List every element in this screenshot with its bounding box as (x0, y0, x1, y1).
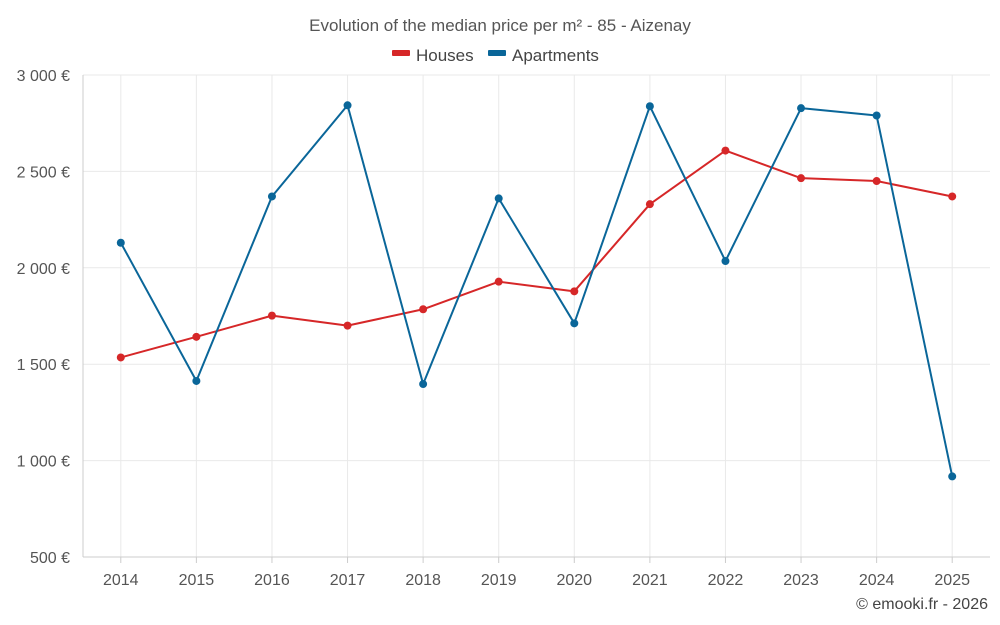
data-point-apartments[interactable] (570, 319, 579, 328)
x-tick-label: 2019 (481, 572, 517, 589)
legend-label-apartments[interactable]: Apartments (512, 46, 599, 65)
x-tick-label: 2014 (103, 572, 139, 589)
x-tick-label: 2018 (405, 572, 441, 589)
series-line-houses (120, 149, 953, 359)
data-point-houses[interactable] (570, 287, 579, 296)
data-point-houses[interactable] (192, 332, 201, 341)
data-point-apartments[interactable] (192, 376, 201, 385)
y-tick-label: 3 000 € (17, 68, 70, 85)
legend-label-houses[interactable]: Houses (416, 46, 474, 65)
x-tick-label: 2015 (179, 572, 215, 589)
y-tick-label: 2 500 € (17, 164, 70, 181)
data-point-houses[interactable] (645, 200, 654, 209)
grid (83, 74, 990, 557)
data-point-apartments[interactable] (343, 101, 352, 110)
series-line-apartments (119, 104, 954, 477)
x-tick-label: 2017 (330, 572, 366, 589)
x-tick-label: 2023 (783, 572, 819, 589)
data-point-apartments[interactable] (721, 257, 730, 266)
y-tick-label: 1 500 € (17, 357, 70, 374)
legend-swatch-apartments (488, 50, 506, 56)
series-apartments (116, 101, 957, 481)
data-point-apartments[interactable] (419, 380, 428, 389)
chart-title: Evolution of the median price per m² - 8… (309, 16, 691, 35)
series-houses (116, 146, 957, 362)
x-axis: 2014 2015 2016 2017 2018 2019 2020 2021 2022 2023… (83, 556, 990, 589)
y-axis: 500 € 1 000 € 1 500 € 2 000 € 2 500 € 3 000 € (17, 68, 84, 567)
x-tick-label: 2024 (859, 572, 895, 589)
data-point-apartments[interactable] (797, 104, 806, 113)
legend-swatch-houses (392, 50, 410, 56)
data-point-apartments[interactable] (267, 192, 276, 201)
data-point-houses[interactable] (419, 305, 428, 314)
data-point-apartments[interactable] (872, 111, 881, 120)
data-point-apartments[interactable] (948, 472, 957, 481)
data-point-houses[interactable] (494, 277, 503, 286)
data-point-apartments[interactable] (645, 102, 654, 111)
data-point-houses[interactable] (343, 321, 352, 330)
x-tick-label: 2020 (556, 572, 592, 589)
y-tick-label: 2 000 € (17, 261, 70, 278)
x-tick-label: 2022 (708, 572, 744, 589)
x-tick-label: 2021 (632, 572, 668, 589)
data-point-houses[interactable] (721, 146, 730, 155)
y-tick-label: 1 000 € (17, 454, 70, 471)
x-tick-label: 2016 (254, 572, 290, 589)
x-tick-label: 2025 (934, 572, 970, 589)
legend: Houses Apartments (392, 46, 599, 65)
data-point-houses[interactable] (116, 353, 125, 362)
data-point-houses[interactable] (267, 311, 276, 320)
y-tick-label: 500 € (30, 550, 70, 567)
data-point-houses[interactable] (872, 177, 881, 186)
data-point-apartments[interactable] (116, 238, 125, 247)
data-point-houses[interactable] (948, 192, 957, 201)
data-point-apartments[interactable] (494, 194, 503, 203)
credit-text: © emooki.fr - 2026 (856, 596, 988, 613)
series-layer (116, 101, 957, 481)
data-point-houses[interactable] (797, 174, 806, 183)
